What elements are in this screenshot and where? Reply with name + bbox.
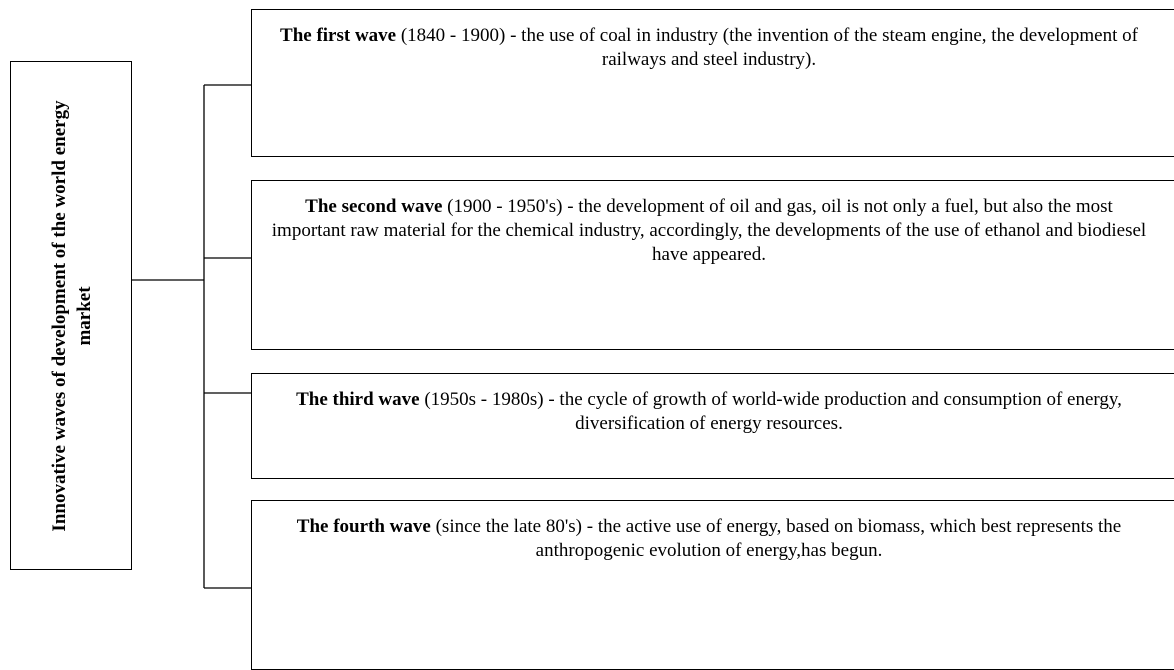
node-title: The fourth wave: [296, 516, 431, 537]
node-title: The third wave: [296, 389, 420, 410]
root-label: Innovative waves of development of the w…: [49, 100, 95, 532]
node-title: The second wave: [305, 196, 443, 217]
node-title: The first wave: [280, 25, 397, 46]
node-box: The first wave (1840 - 1900) - the use of…: [251, 9, 1174, 157]
node-box: The fourth wave (since the late 80's) - t…: [251, 500, 1174, 670]
node-text: (1950s - 1980s) - the cycle of growth of…: [424, 389, 1122, 434]
node-text: (1900 - 1950's) - the development of oil…: [271, 196, 1147, 265]
node-box: The second wave (1900 - 1950's) - the dev…: [251, 180, 1174, 350]
connectors: [132, 84, 251, 589]
node-text: (1840 - 1900) - the use of coal in indus…: [400, 25, 1138, 70]
page: Innovative waves of development of the w…: [10, 9, 1174, 670]
node-text: (since the late 80's) - the active use o…: [435, 516, 1122, 561]
root-box: Innovative waves of development of the w…: [10, 61, 132, 570]
node-box: The third wave (1950s - 1980s) - the cycl…: [251, 373, 1174, 479]
